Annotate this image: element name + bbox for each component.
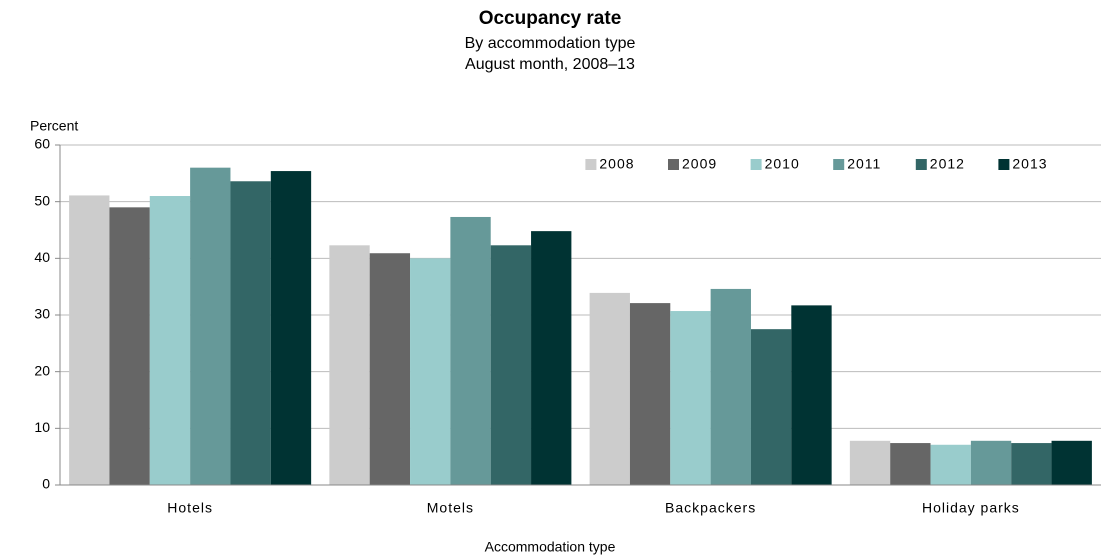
y-tick-label: 60 xyxy=(34,136,50,152)
bar xyxy=(109,207,150,486)
x-axis-label: Accommodation type xyxy=(485,539,616,555)
y-tick-label: 40 xyxy=(34,249,50,265)
legend-swatch xyxy=(668,159,679,170)
y-tick-label: 20 xyxy=(34,362,50,378)
bar xyxy=(531,231,572,485)
chart-subtitle: By accommodation type xyxy=(465,35,636,52)
y-axis-label: Percent xyxy=(30,118,78,134)
bar xyxy=(410,258,451,485)
legend-label: 2013 xyxy=(1012,156,1047,172)
bar xyxy=(629,303,671,485)
bar xyxy=(750,329,792,485)
legend-label: 2012 xyxy=(930,156,965,172)
bar xyxy=(190,167,231,485)
y-tick-label: 10 xyxy=(34,419,50,435)
legend-swatch xyxy=(585,159,597,170)
x-tick-label: Holiday parks xyxy=(922,500,1020,516)
legend-label: 2011 xyxy=(847,156,881,172)
bar xyxy=(490,245,532,485)
bar xyxy=(890,443,931,485)
bar xyxy=(791,305,832,485)
legend-label: 2010 xyxy=(765,156,800,172)
legend-swatch xyxy=(750,159,762,170)
bar xyxy=(970,440,1012,485)
bar xyxy=(270,171,312,486)
bar xyxy=(1011,443,1052,485)
y-tick-label: 50 xyxy=(34,192,50,208)
bar xyxy=(589,292,630,485)
bar xyxy=(670,311,711,485)
legend-swatch xyxy=(998,159,1010,170)
x-tick-label: Hotels xyxy=(167,500,213,516)
chart-subtitle: August month, 2008–13 xyxy=(465,56,635,73)
bar xyxy=(329,245,370,485)
x-tick-label: Backpackers xyxy=(665,500,756,516)
chart-title: Occupancy rate xyxy=(479,8,622,29)
bar xyxy=(849,440,891,485)
bar xyxy=(930,444,971,485)
bar xyxy=(230,181,271,485)
legend-label: 2009 xyxy=(682,156,717,172)
y-tick-label: 0 xyxy=(42,476,50,492)
bar xyxy=(710,288,751,485)
bar xyxy=(69,195,110,485)
x-tick-label: Motels xyxy=(427,500,474,516)
bar xyxy=(1051,440,1092,485)
legend-label: 2008 xyxy=(599,156,634,172)
bar xyxy=(369,253,411,485)
legend-swatch xyxy=(915,159,927,170)
legend-swatch xyxy=(833,159,845,170)
bar xyxy=(149,196,191,485)
y-tick-label: 30 xyxy=(34,306,50,322)
bar xyxy=(450,216,491,485)
